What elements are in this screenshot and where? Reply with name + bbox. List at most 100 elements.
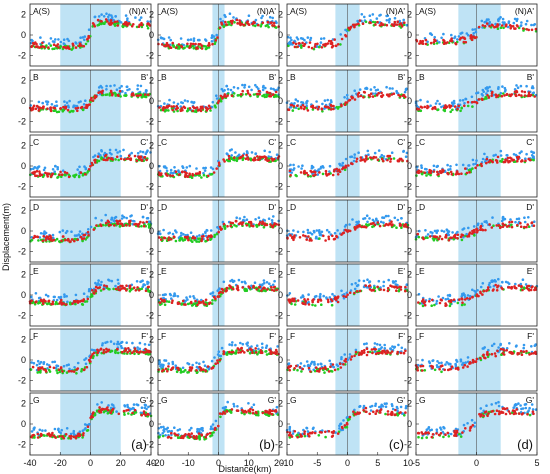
- data-point: [64, 238, 67, 242]
- y-tick-label: 2: [149, 398, 154, 408]
- data-point: [67, 436, 70, 440]
- data-point: [127, 408, 130, 412]
- data-point: [47, 46, 50, 49]
- data-point: [509, 218, 512, 221]
- data-point: [56, 364, 60, 368]
- data-point: [525, 28, 529, 31]
- data-point: [164, 367, 168, 371]
- panel-1-6: 20-2G G'(b)-20 -10 0 10 20: [146, 392, 284, 468]
- data-point: [53, 427, 57, 431]
- data-point: [34, 174, 37, 178]
- data-point: [166, 174, 169, 177]
- data-point: [140, 158, 144, 161]
- data-point: [306, 231, 310, 234]
- data-point: [91, 289, 94, 292]
- data-point: [105, 285, 109, 288]
- data-point: [210, 40, 214, 43]
- data-point: [306, 99, 309, 103]
- data-point: [54, 44, 58, 48]
- data-point: [220, 87, 224, 91]
- data-point: [68, 47, 71, 50]
- data-point: [386, 14, 390, 18]
- data-point: [149, 151, 152, 154]
- data-point: [180, 303, 183, 306]
- profile-start-label: B: [419, 72, 425, 82]
- data-point: [137, 25, 141, 29]
- data-point: [171, 232, 175, 236]
- y-tick-label: 2: [407, 9, 412, 19]
- data-point: [135, 159, 139, 163]
- data-point: [31, 41, 35, 45]
- data-point: [113, 20, 117, 24]
- data-point: [512, 158, 515, 162]
- data-point: [393, 20, 397, 24]
- data-point: [255, 287, 258, 291]
- data-point: [245, 150, 249, 153]
- data-point: [286, 236, 289, 239]
- data-point: [343, 168, 347, 172]
- data-point: [270, 285, 273, 289]
- data-point: [314, 106, 317, 110]
- data-point: [311, 303, 314, 307]
- data-point: [298, 365, 302, 369]
- data-point: [394, 408, 397, 412]
- data-point: [373, 350, 377, 353]
- data-point: [274, 352, 278, 356]
- data-point: [302, 234, 305, 237]
- data-point: [332, 107, 335, 111]
- data-point: [191, 240, 194, 243]
- data-point: [120, 217, 124, 220]
- data-point: [91, 22, 95, 25]
- data-point: [471, 105, 474, 108]
- data-point: [301, 104, 305, 107]
- data-point: [320, 37, 323, 40]
- data-point: [312, 229, 316, 233]
- data-point: [246, 349, 249, 352]
- data-point: [362, 90, 366, 94]
- data-point: [33, 172, 36, 175]
- data-point: [109, 89, 113, 93]
- data-point: [323, 366, 327, 369]
- data-point: [184, 299, 187, 303]
- data-point: [216, 295, 219, 298]
- data-point: [336, 170, 339, 173]
- data-point: [520, 150, 523, 153]
- data-point: [89, 164, 92, 168]
- y-tick-label: 0: [407, 96, 412, 106]
- data-point: [37, 109, 41, 112]
- data-point: [223, 160, 226, 163]
- data-point: [204, 303, 208, 306]
- profile-start-label: E: [33, 266, 39, 276]
- data-point: [162, 236, 166, 239]
- data-point: [99, 289, 103, 292]
- data-point: [366, 220, 369, 224]
- data-point: [319, 292, 322, 296]
- data-point: [181, 101, 184, 105]
- data-point: [47, 237, 50, 241]
- data-point: [61, 229, 65, 232]
- data-point: [63, 295, 66, 299]
- data-point: [159, 365, 162, 368]
- data-point: [225, 286, 229, 290]
- y-tick-label: 0: [149, 30, 154, 40]
- profile-end-label: C': [268, 137, 276, 147]
- data-point: [114, 284, 117, 288]
- data-point: [95, 283, 99, 287]
- data-point: [127, 412, 130, 415]
- data-point: [120, 84, 123, 88]
- data-point: [146, 412, 150, 416]
- data-point: [243, 23, 246, 27]
- data-point: [97, 15, 101, 18]
- data-point: [41, 45, 45, 48]
- data-point: [144, 347, 147, 351]
- data-point: [294, 106, 298, 109]
- data-point: [90, 161, 94, 165]
- data-point: [197, 435, 201, 438]
- x-tick-label: 20: [116, 458, 126, 468]
- data-point: [206, 432, 209, 436]
- data-point: [146, 216, 150, 220]
- data-point: [365, 353, 369, 357]
- data-point: [143, 156, 146, 159]
- data-point: [95, 94, 98, 98]
- data-point: [270, 219, 274, 222]
